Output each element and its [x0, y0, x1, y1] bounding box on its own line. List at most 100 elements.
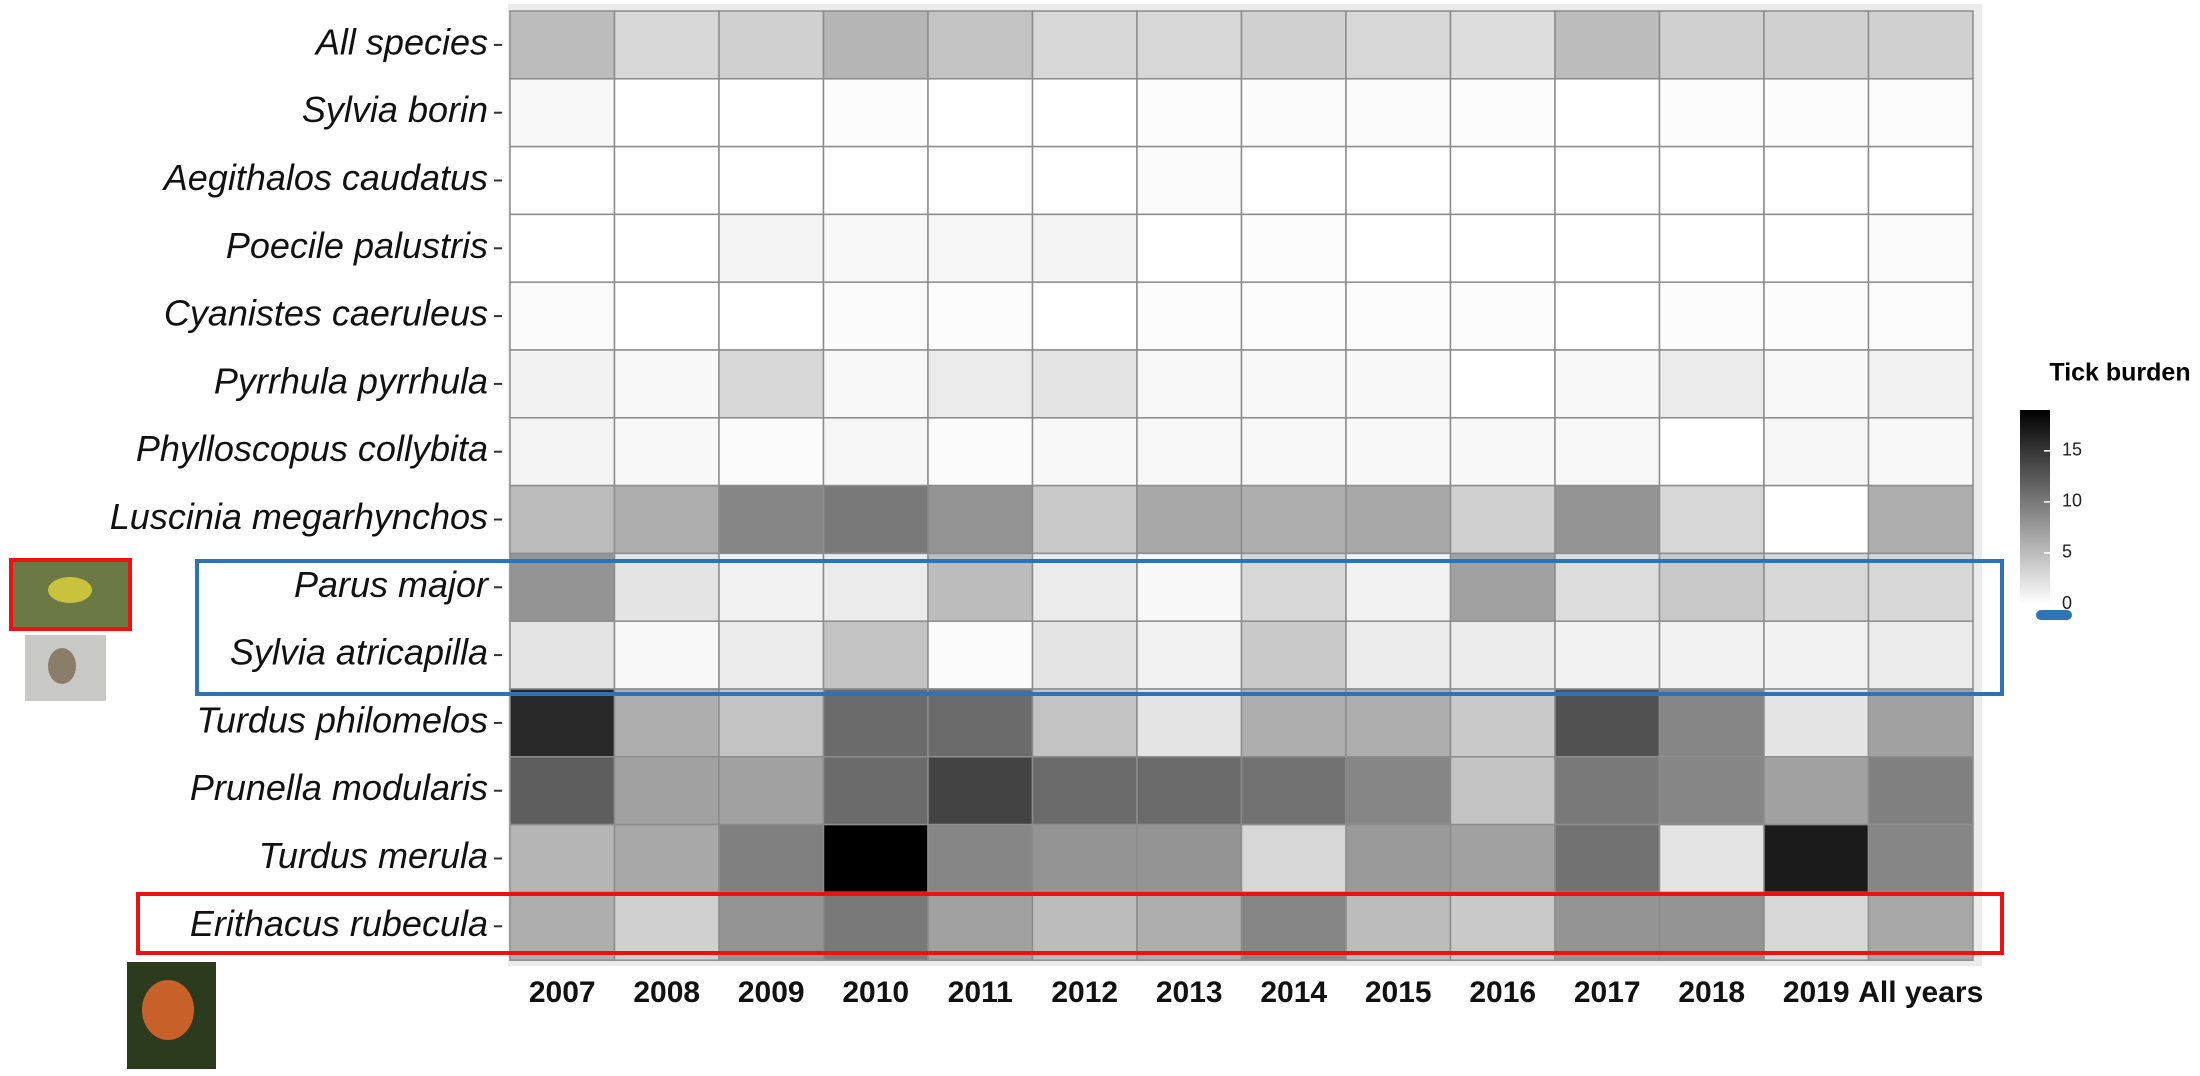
tile — [1869, 11, 1974, 79]
tile — [719, 11, 824, 79]
tile — [1660, 214, 1765, 282]
tile — [928, 486, 1033, 554]
tile — [1137, 350, 1242, 418]
tile — [510, 147, 615, 215]
tile — [928, 621, 1033, 689]
tile — [1033, 757, 1138, 825]
tile — [719, 892, 824, 960]
tile — [615, 79, 720, 147]
tile — [1137, 147, 1242, 215]
tile — [1242, 689, 1347, 757]
x-tick-label: 2014 — [1260, 976, 1327, 1009]
legend-title: Tick burden — [2049, 359, 2190, 387]
x-tick-label: 2007 — [529, 976, 596, 1009]
tile — [1451, 418, 1556, 486]
tile — [824, 282, 929, 350]
tile — [1033, 11, 1138, 79]
y-tick-label: All species — [314, 21, 488, 62]
tile — [1764, 282, 1869, 350]
tile — [1033, 79, 1138, 147]
tile — [1242, 282, 1347, 350]
tile — [824, 418, 929, 486]
tile — [615, 689, 720, 757]
tile — [1137, 11, 1242, 79]
x-tick-label: 2019 — [1783, 976, 1850, 1009]
tile — [1660, 825, 1765, 893]
tile — [1451, 11, 1556, 79]
tile — [928, 350, 1033, 418]
x-tick-label: 2011 — [948, 976, 1013, 1009]
bird-photo-detail — [48, 648, 76, 684]
tile — [1033, 486, 1138, 554]
tile — [1346, 486, 1451, 554]
tile — [824, 147, 929, 215]
y-tick-label: Aegithalos caudatus — [162, 157, 488, 198]
tile — [928, 418, 1033, 486]
x-tick-label: 2008 — [633, 976, 700, 1009]
tile — [510, 689, 615, 757]
tile — [1451, 214, 1556, 282]
tile — [1869, 689, 1974, 757]
tile — [1346, 621, 1451, 689]
tile — [719, 147, 824, 215]
tile — [510, 11, 615, 79]
tile — [1555, 825, 1660, 893]
colorbar-tick-label: 15 — [2062, 440, 2082, 460]
tile — [1555, 147, 1660, 215]
tile — [1555, 486, 1660, 554]
tile — [1242, 892, 1347, 960]
tile — [1346, 282, 1451, 350]
tile — [615, 350, 720, 418]
tile — [510, 553, 615, 621]
tile — [928, 689, 1033, 757]
tile — [928, 553, 1033, 621]
tile — [928, 147, 1033, 215]
tile — [928, 757, 1033, 825]
colorbar — [2020, 410, 2050, 604]
y-tick-label: Pyrrhula pyrrhula — [214, 360, 488, 401]
tile — [1346, 689, 1451, 757]
tile — [1555, 350, 1660, 418]
tile — [1451, 689, 1556, 757]
x-tick-label: 2015 — [1365, 976, 1432, 1009]
tile — [615, 621, 720, 689]
tile — [615, 892, 720, 960]
tile — [1764, 214, 1869, 282]
tile — [1242, 553, 1347, 621]
tile — [1451, 892, 1556, 960]
x-tick-label: 2010 — [842, 976, 909, 1009]
tile — [928, 892, 1033, 960]
tile — [1555, 79, 1660, 147]
tile — [1137, 214, 1242, 282]
tile — [1137, 825, 1242, 893]
tile — [719, 757, 824, 825]
tile — [1346, 825, 1451, 893]
tile — [1242, 214, 1347, 282]
tile — [615, 282, 720, 350]
tile — [1346, 79, 1451, 147]
tile — [1451, 486, 1556, 554]
y-tick-label: Sylvia atricapilla — [230, 632, 488, 673]
tile — [1033, 553, 1138, 621]
tile — [719, 553, 824, 621]
tile — [1869, 350, 1974, 418]
x-tick-label: 2013 — [1156, 976, 1223, 1009]
tile — [1869, 825, 1974, 893]
bird-photo-detail — [142, 980, 194, 1040]
tile — [719, 689, 824, 757]
tile — [615, 418, 720, 486]
tile — [824, 350, 929, 418]
tile — [615, 11, 720, 79]
tile — [1764, 553, 1869, 621]
tile — [1346, 350, 1451, 418]
tile — [824, 825, 929, 893]
tile — [928, 214, 1033, 282]
tile — [1660, 553, 1765, 621]
tile — [1555, 418, 1660, 486]
tile — [1764, 11, 1869, 79]
x-tick-label: 2018 — [1678, 976, 1745, 1009]
x-tick-label: 2017 — [1574, 976, 1641, 1009]
tile — [1451, 621, 1556, 689]
tile — [1137, 892, 1242, 960]
tile — [1451, 79, 1556, 147]
